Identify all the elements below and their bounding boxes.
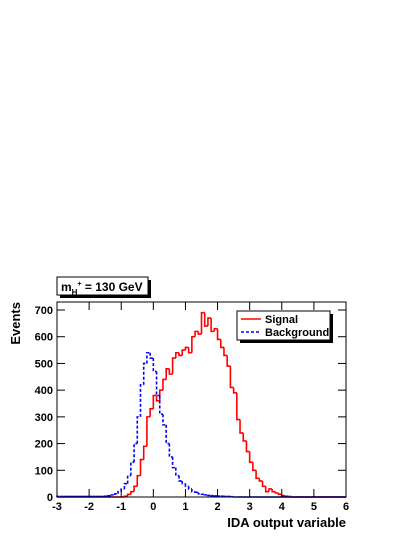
histogram-bin bbox=[205, 494, 208, 495]
x-tick-label: 1 bbox=[182, 501, 188, 513]
histogram-bin bbox=[166, 425, 169, 444]
histogram-bin bbox=[124, 484, 127, 489]
x-tick-label: -1 bbox=[116, 501, 126, 513]
histogram-bin bbox=[140, 460, 143, 476]
histogram-bin bbox=[195, 492, 198, 493]
histogram-bin bbox=[185, 484, 188, 487]
histogram-bin bbox=[115, 494, 118, 495]
histogram-bin bbox=[128, 494, 131, 496]
histogram-bin bbox=[173, 358, 176, 374]
x-tick-label: 4 bbox=[279, 501, 286, 513]
histogram-bin bbox=[112, 495, 115, 496]
histogram-bin bbox=[134, 486, 137, 491]
y-tick-label: 700 bbox=[35, 305, 53, 317]
y-tick-label: 200 bbox=[35, 439, 53, 451]
histogram-bin bbox=[237, 393, 240, 420]
histogram-bin bbox=[234, 387, 237, 392]
histogram-bin bbox=[182, 350, 185, 355]
histogram-bin bbox=[140, 385, 143, 417]
histogram-bin bbox=[150, 409, 153, 417]
histogram-bin bbox=[182, 481, 185, 484]
y-tick-label: 400 bbox=[35, 385, 53, 397]
y-tick-label: 100 bbox=[35, 465, 53, 477]
histogram-bin bbox=[253, 462, 256, 470]
histogram-bin bbox=[134, 444, 137, 463]
histogram-bin bbox=[285, 496, 288, 497]
x-tick-label: -3 bbox=[52, 501, 62, 513]
y-tick-label: 300 bbox=[35, 412, 53, 424]
histogram-bin bbox=[243, 433, 246, 441]
x-tick-label: 5 bbox=[311, 501, 317, 513]
histogram-bin bbox=[221, 339, 224, 347]
x-tick-label: 6 bbox=[343, 501, 349, 513]
histogram-bin bbox=[150, 353, 153, 358]
histogram-bin bbox=[144, 446, 147, 459]
x-tick-label: 0 bbox=[150, 501, 156, 513]
histogram-bin bbox=[163, 414, 166, 425]
x-axis-label: IDA output variable bbox=[227, 515, 346, 530]
histogram-bin bbox=[256, 470, 259, 478]
legend-label: Background bbox=[265, 327, 329, 339]
annotation-base: m bbox=[61, 280, 72, 294]
histogram-bin bbox=[169, 444, 172, 457]
histogram-bin bbox=[246, 441, 249, 452]
histogram-bin bbox=[137, 417, 140, 444]
histogram-bin bbox=[272, 489, 275, 492]
histogram-bin bbox=[179, 476, 182, 481]
histogram-bin bbox=[240, 420, 243, 433]
histogram-bin bbox=[192, 489, 195, 492]
annotation-sub: H bbox=[72, 288, 78, 297]
histogram-bin bbox=[230, 366, 233, 387]
legend-label: Signal bbox=[265, 314, 298, 326]
x-tick-label: 3 bbox=[247, 501, 253, 513]
histogram-bin bbox=[198, 492, 201, 494]
histogram-bin bbox=[144, 363, 147, 384]
histogram-bin bbox=[153, 358, 156, 371]
x-tick-label: -2 bbox=[84, 501, 94, 513]
y-axis-label: Events bbox=[8, 302, 23, 345]
histogram-bin bbox=[147, 417, 150, 446]
histogram-bin bbox=[208, 495, 211, 496]
histogram-bin bbox=[224, 347, 227, 355]
histogram-bin bbox=[189, 486, 192, 489]
histogram-bin bbox=[137, 476, 140, 487]
histogram-bin bbox=[263, 481, 266, 486]
histogram-bin bbox=[163, 379, 166, 390]
histogram-bin bbox=[131, 462, 134, 475]
histogram-bin bbox=[108, 496, 111, 497]
x-tick-label: 2 bbox=[214, 501, 220, 513]
histogram-bin bbox=[173, 457, 176, 468]
histogram-bin bbox=[250, 452, 253, 463]
histogram-bin bbox=[227, 355, 230, 366]
histogram-bin bbox=[259, 478, 262, 481]
histogram-bin bbox=[176, 468, 179, 476]
histogram-bin bbox=[160, 395, 163, 414]
annotation-rest: = 130 GeV bbox=[82, 280, 143, 294]
histogram-bin bbox=[128, 476, 131, 484]
histogram-bin bbox=[218, 329, 221, 340]
histogram-bin bbox=[275, 492, 278, 493]
histogram-bin bbox=[202, 494, 205, 495]
y-tick-label: 500 bbox=[35, 358, 53, 370]
histogram-bin bbox=[192, 337, 195, 353]
histogram-bin bbox=[131, 492, 134, 495]
y-tick-label: 600 bbox=[35, 332, 53, 344]
